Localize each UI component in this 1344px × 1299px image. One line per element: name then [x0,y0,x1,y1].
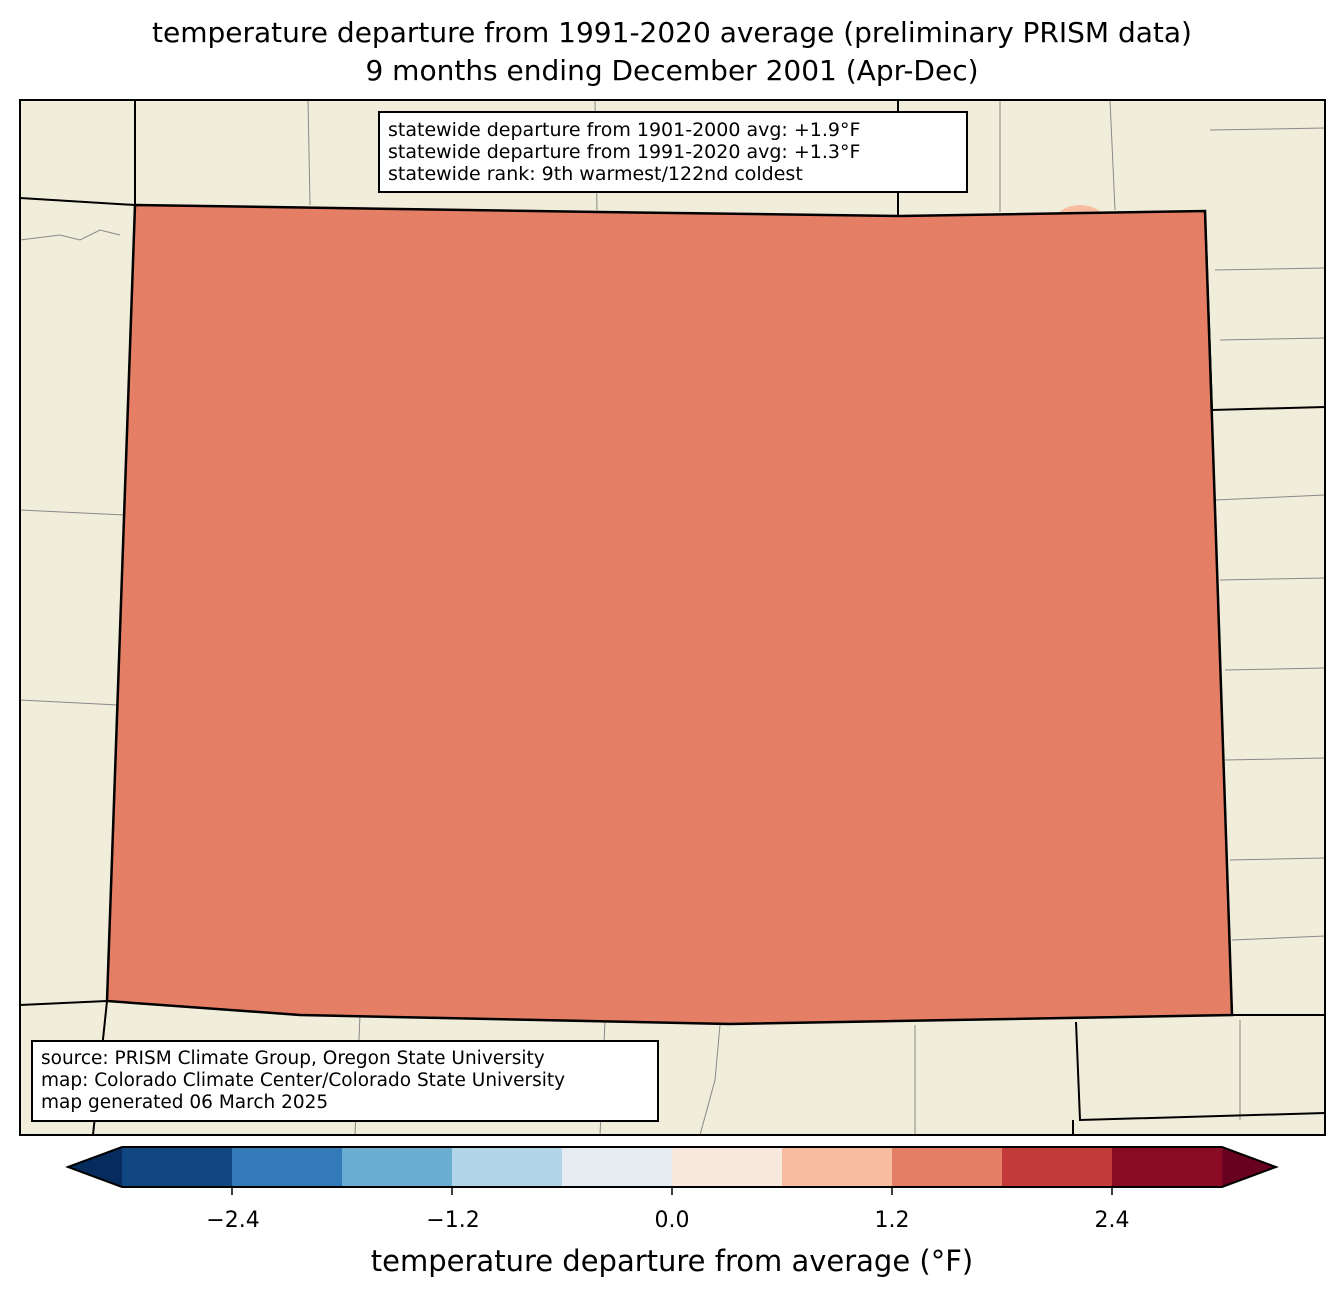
title-line-1: temperature departure from 1991-2020 ave… [152,16,1192,49]
stat-1991-2020: statewide departure from 1991-2020 avg: … [388,141,861,163]
colorbar-over-arrow [1222,1147,1276,1187]
colorbar-under-arrow [68,1147,122,1187]
colorbar-segment [1112,1147,1223,1187]
colorbar-tick-label: 2.4 [1094,1208,1130,1233]
colorbar-segment [782,1147,893,1187]
colorbar-segment [452,1147,563,1187]
colorbar-segment [1002,1147,1113,1187]
colorbar-outline [65,1146,1279,1188]
credit-map: map: Colorado Climate Center/Colorado St… [41,1070,566,1091]
colorbar-segment [672,1147,783,1187]
colorbar-segment [122,1147,233,1187]
stat-rank: statewide rank: 9th warmest/122nd coldes… [388,163,803,185]
colorbar-tick-label: −1.2 [426,1208,480,1233]
colorbar-segment [892,1147,1003,1187]
stat-1901-2000: statewide departure from 1901-2000 avg: … [388,119,861,141]
statewide-stats-box: statewide departure from 1901-2000 avg: … [378,111,968,193]
credits-box: source: PRISM Climate Group, Oregon Stat… [31,1040,659,1122]
credit-generated: map generated 06 March 2025 [41,1092,329,1113]
colorbar-segment [232,1147,343,1187]
colorbar-segment [562,1147,673,1187]
colorbar-segment [342,1147,453,1187]
colorbar-tick-label: −2.4 [206,1208,260,1233]
map-frame [19,99,1326,1136]
colorbar-label: temperature departure from average (°F) [370,1244,974,1278]
credit-source: source: PRISM Climate Group, Oregon Stat… [41,1048,545,1069]
title-line-2: 9 months ending December 2001 (Apr-Dec) [365,54,979,87]
colorbar [65,1146,1279,1195]
colorbar-tick-label: 1.2 [874,1208,910,1233]
colorbar-tick-label: 0.0 [654,1208,690,1233]
